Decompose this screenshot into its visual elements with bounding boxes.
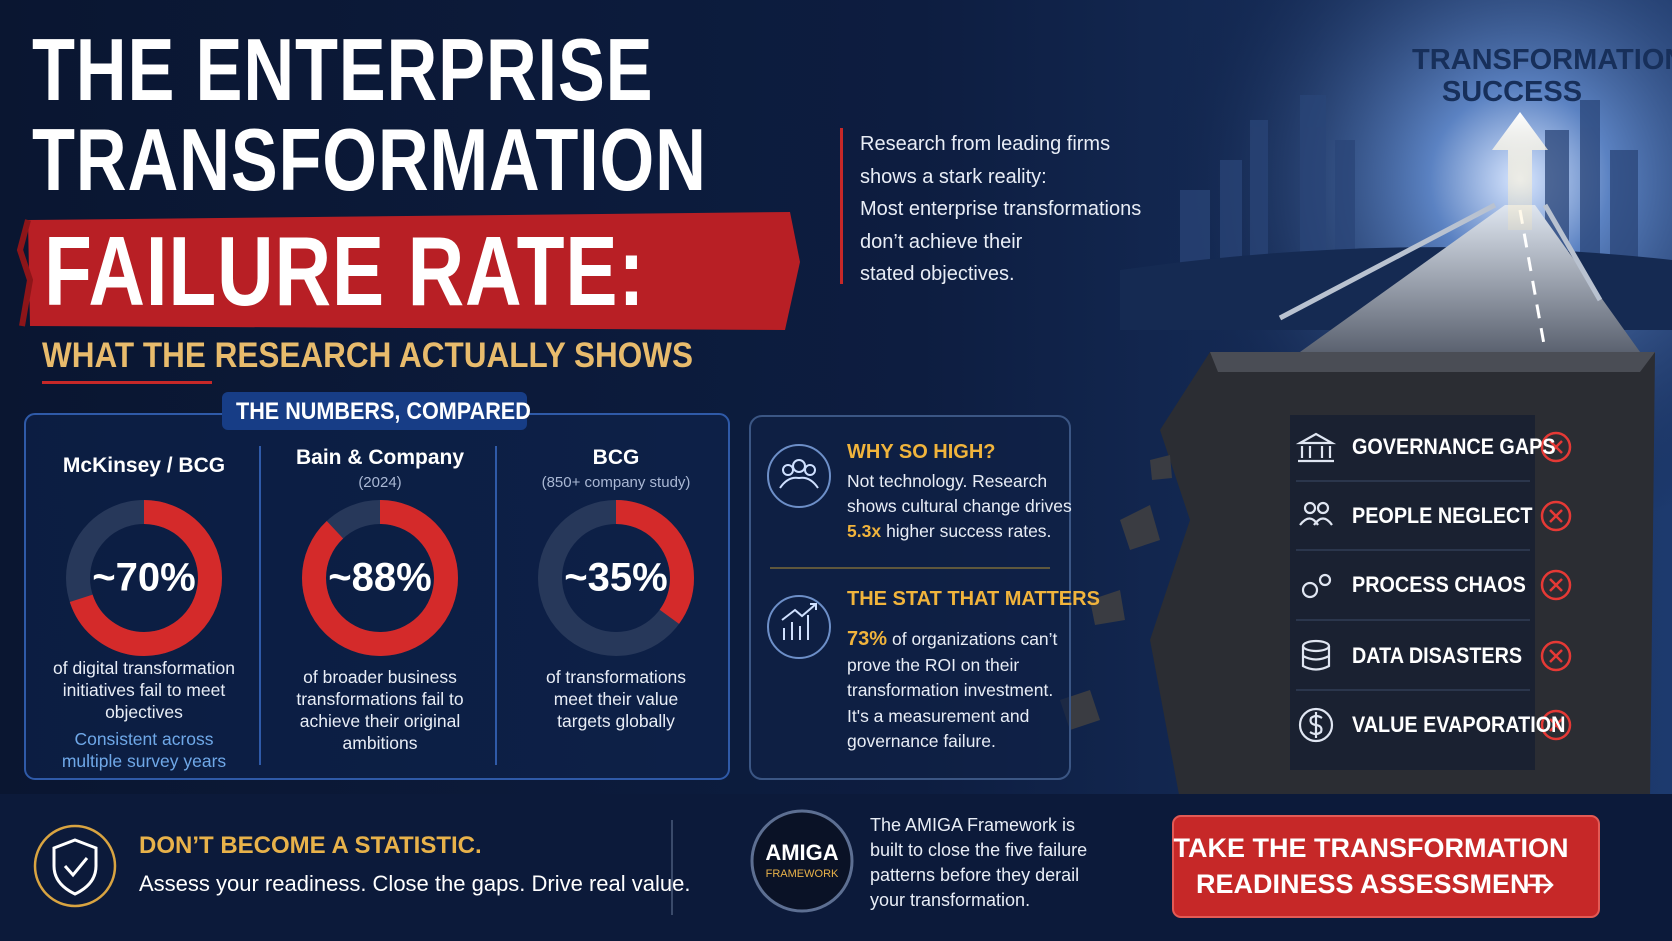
intro-line: stated objectives.	[860, 263, 1015, 285]
why-text-line: shows cultural change drives	[847, 496, 1072, 516]
stat-heading-text: THE STAT THAT MATTERS	[847, 588, 1100, 610]
success-label-line: SUCCESS	[1441, 76, 1583, 108]
study-description-line: objectives	[105, 702, 183, 722]
donut: ~70%	[66, 500, 222, 656]
success-label-line: TRANSFORMATION	[1412, 44, 1672, 76]
framework-text-line: patterns before they derail	[870, 865, 1080, 885]
cta-text: Assess your readiness. Close the gaps. D…	[139, 871, 691, 896]
study-description: of transformations meet their value target…	[501, 666, 731, 732]
study-detail: (850+ company study)	[541, 474, 691, 491]
donut-arc	[66, 500, 222, 656]
stat-heading: THE STAT THAT MATTERS	[847, 588, 1100, 611]
logo-name: AMIGA	[765, 840, 839, 865]
study-description-line: of digital transformation	[53, 658, 235, 678]
framework-text-line: your transformation.	[870, 890, 1031, 910]
logo-sub: FRAMEWORK	[765, 868, 839, 880]
failure-item: PROCESS CHAOS	[1352, 572, 1526, 597]
intro-line: shows a stark reality:	[860, 165, 1047, 188]
failure-item: VALUE EVAPORATION	[1352, 712, 1566, 737]
study-description-line: ambitions	[342, 733, 418, 753]
study-description-line: achieve their original	[299, 711, 461, 731]
success-label: TRANSFORMATION SUCCESS	[1412, 44, 1672, 108]
why-heading: WHY SO HIGH?	[847, 441, 996, 464]
donut-label: ~88%	[328, 556, 431, 600]
title-line: THE ENTERPRISE	[32, 20, 654, 119]
stat-text-line: governance failure.	[847, 731, 996, 751]
study-description-line: of transformations	[545, 667, 687, 687]
subtitle: WHAT THE RESEARCH ACTUALLY SHOWS	[42, 336, 694, 375]
study-source: BCG	[592, 446, 640, 469]
study-description-line: initiatives fail to meet	[62, 680, 226, 700]
button-line: READINESS ASSESSMENT	[1195, 869, 1547, 899]
donut: ~88%	[302, 500, 458, 656]
stat-text-line: transformation investment.	[847, 680, 1054, 700]
title-highlight: FAILURE RATE:	[44, 216, 646, 326]
study-description: of broader business transformations fail …	[265, 666, 495, 754]
donut-arc	[538, 500, 694, 656]
study-description-line: meet their value	[553, 689, 679, 709]
framework-text-line: built to close the five failure	[870, 840, 1088, 860]
cta-heading: DON’T BECOME A STATISTIC.	[139, 832, 482, 859]
study-footnote-line: Consistent across	[74, 729, 214, 749]
stat-text-line: It's a measurement and	[847, 705, 1030, 726]
why-text-line: Not technology. Research	[847, 471, 1048, 491]
stat-highlight: 73%	[847, 628, 888, 650]
study-detail: (2024)	[358, 474, 402, 491]
failure-item: DATA DISASTERS	[1352, 643, 1523, 668]
study-description-line: targets globally	[557, 711, 675, 731]
why-highlight: 5.3x	[847, 521, 882, 541]
study-source: Bain & Company	[295, 446, 465, 469]
stat-text-line: 73% of organizations can’t	[847, 627, 1057, 653]
why-heading-text: WHY SO HIGH?	[847, 441, 996, 463]
failure-item: PEOPLE NEGLECT	[1352, 503, 1533, 528]
donut-arc	[302, 500, 458, 656]
study-footnote-line: multiple survey years	[61, 751, 227, 771]
study-description-line: transformations fail to	[296, 689, 464, 709]
donut-label: ~35%	[564, 556, 667, 600]
assessment-button[interactable]: TAKE THE TRANSFORMATION READINESS ASSESSM…	[1173, 830, 1599, 902]
failure-item: GOVERNANCE GAPS	[1352, 434, 1556, 459]
study-description: of digital transformation initiatives fai…	[29, 657, 259, 723]
stat-text: 73% of organizations can’t prove the ROI o…	[847, 627, 1057, 755]
section-heading: THE NUMBERS, COMPARED	[236, 398, 531, 425]
title-line: TRANSFORMATION	[32, 110, 707, 209]
stat-first-tail: of organizations can’t	[892, 629, 1058, 649]
why-text: Not technology. Research shows cultural c…	[847, 469, 1072, 544]
intro-line: Research from leading firms	[860, 133, 1111, 155]
intro-line: Most enterprise transformations	[860, 198, 1142, 220]
why-text-line: 5.3x higher success rates.	[847, 519, 1072, 544]
study-source: McKinsey / BCG	[62, 454, 226, 477]
donut: ~35%	[538, 500, 694, 656]
intro-line: don’t achieve their	[860, 230, 1023, 253]
stat-text-line: prove the ROI on their	[847, 654, 1020, 675]
framework-text-line: The AMIGA Framework is	[870, 815, 1076, 835]
study-description-line: of broader business	[303, 667, 457, 687]
button-line: TAKE THE TRANSFORMATION	[1173, 833, 1569, 863]
why-tail: higher success rates.	[886, 521, 1052, 541]
study-footnote: Consistent across multiple survey years	[29, 728, 259, 772]
framework-text: The AMIGA Framework is built to close the…	[870, 813, 1087, 913]
donut-label: ~70%	[92, 556, 195, 600]
intro: Research from leading firms shows a stark…	[860, 128, 1141, 291]
